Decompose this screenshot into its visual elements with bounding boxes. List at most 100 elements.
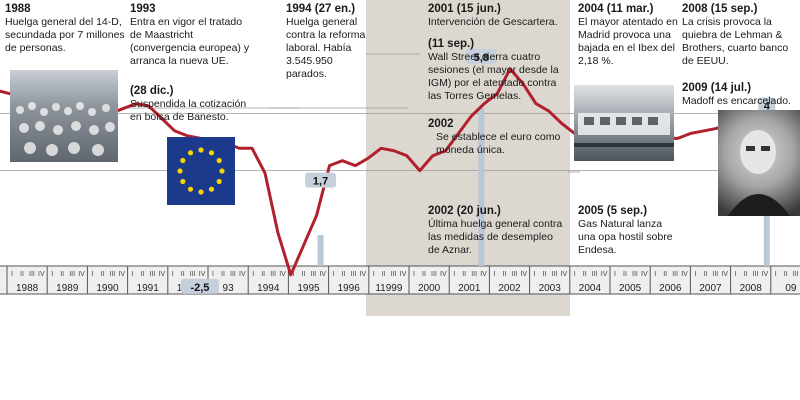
quarter-tick-label: II (141, 271, 145, 278)
quarter-tick-label: I (614, 271, 616, 278)
quarter-tick-label: IV (681, 271, 688, 278)
value-label: -2,5 (190, 282, 209, 294)
quarter-tick-label: III (552, 271, 558, 278)
quarter-tick-label: III (592, 271, 598, 278)
annotation-1994: 1994 (27 en.) Huelga general contra la r… (286, 3, 366, 81)
year-tick-label: 1988 (16, 283, 39, 294)
quarter-tick-label: II (543, 271, 547, 278)
annotation-date: 2009 (14 jul.) (682, 82, 752, 94)
value-pin (478, 108, 485, 266)
annotation-date: (11 sep.) (428, 38, 475, 50)
quarter-tick-label: III (753, 271, 759, 278)
train-icon (574, 113, 674, 147)
quarter-tick-label: III (310, 271, 316, 278)
quarter-tick-label: II (422, 271, 426, 278)
annotation-text: Última huelga general contra las medidas… (428, 218, 563, 256)
eu-star (180, 178, 186, 185)
quarter-tick-label: III (511, 271, 517, 278)
quarter-tick-label: IV (319, 271, 326, 278)
annotation-2009: 2009 (14 jul.) Madoff es encarcelado. (682, 82, 796, 108)
year-tick-label: 1989 (56, 283, 79, 294)
year-tick-label: 2001 (458, 283, 481, 294)
quarter-tick-label: I (252, 271, 254, 278)
quarter-tick-label: I (654, 271, 656, 278)
year-tick-label: 1990 (96, 283, 119, 294)
madoff-photo (718, 110, 800, 216)
value-pin (317, 235, 324, 266)
eu-flag (167, 137, 235, 205)
eu-star (198, 147, 204, 153)
quarter-tick-label: I (534, 271, 536, 278)
quarter-tick-label: IV (520, 271, 527, 278)
quarter-tick-label: III (150, 271, 156, 278)
quarter-tick-label: IV (400, 271, 407, 278)
annotation-text: Entra en vigor el tratado de Maastricht … (130, 16, 250, 67)
eu-star (187, 150, 194, 156)
annotation-2002-jun: 2002 (20 jun.) Última huelga general con… (428, 205, 566, 257)
quarter-tick-label: I (292, 271, 294, 278)
annotation-date: 1993 (130, 3, 156, 15)
quarter-tick-label: III (69, 271, 75, 278)
annotation-text: Huelga general contra la reforma laboral… (286, 16, 366, 80)
annotation-date: 2005 (5 sep.) (578, 205, 648, 217)
annotation-text: Gas Natural lanza una opa hostil sobre E… (578, 218, 673, 256)
quarter-tick-label: II (502, 271, 506, 278)
quarter-tick-label: I (493, 271, 495, 278)
annotation-date: 1988 (5, 3, 31, 15)
quarter-tick-label: III (431, 271, 437, 278)
quarter-tick-label: IV (721, 271, 728, 278)
quarter-tick-label: IV (601, 271, 608, 278)
eu-stars-icon (177, 147, 225, 195)
quarter-tick-label: II (221, 271, 225, 278)
year-tick-label: 11999 (375, 283, 403, 294)
value-label-bg (180, 278, 219, 294)
annotation-2004: 2004 (11 mar.) El mayor atentado en Madr… (578, 3, 678, 68)
annotation-date: 2002 (428, 118, 454, 130)
annotation-text: Suspendida la cotización en bolsa de Ban… (130, 98, 247, 123)
annotation-text: Madoff es encarcelado. (682, 95, 791, 107)
value-label-bg (758, 97, 776, 113)
quarter-tick-label: IV (38, 271, 45, 278)
value-label: 1,7 (313, 176, 328, 188)
quarter-tick-label: III (672, 271, 678, 278)
quarter-tick-label: II (784, 271, 788, 278)
annotation-1993-dic: (28 dic.) Suspendida la cotización en bo… (130, 85, 256, 124)
quarter-tick-label: I (373, 271, 375, 278)
quarter-tick-label: II (744, 271, 748, 278)
quarter-tick-label: II (663, 271, 667, 278)
quarter-tick-label: III (270, 271, 276, 278)
annotation-date: 2004 (11 mar.) (578, 3, 654, 15)
year-tick-label: 93 (223, 283, 235, 294)
year-tick-label: 2008 (740, 283, 763, 294)
year-tick-label: 2005 (619, 283, 642, 294)
quarter-tick-label: III (109, 271, 115, 278)
quarter-tick-label: IV (561, 271, 568, 278)
quarter-tick-label: III (190, 271, 196, 278)
quarter-tick-label: II (181, 271, 185, 278)
quarter-tick-label: I (694, 271, 696, 278)
quarter-tick-label: IV (118, 271, 125, 278)
quarter-tick-label: II (261, 271, 265, 278)
annotation-2005: 2005 (5 sep.) Gas Natural lanza una opa … (578, 205, 678, 257)
quarter-tick-label: IV (641, 271, 648, 278)
quarter-tick-label: III (793, 271, 799, 278)
quarter-tick-label: II (301, 271, 305, 278)
quarter-tick-label: II (60, 271, 64, 278)
value-label: 5,8 (474, 52, 489, 64)
annotation-2001-sep: (11 sep.) Wall Street cierra cuatro sesi… (428, 38, 566, 103)
quarter-tick-label: I (172, 271, 174, 278)
year-tick-label: 2003 (539, 283, 562, 294)
year-tick-label: 2006 (659, 283, 682, 294)
quarter-tick-label: I (453, 271, 455, 278)
annotation-1988: 1988 Huelga general del 14-D, secundada … (5, 3, 125, 55)
annotation-text: Wall Street cierra cuatro sesiones (el m… (428, 51, 559, 102)
annotation-text: Huelga general del 14-D, secundada por 7… (5, 16, 125, 54)
eu-star (180, 157, 186, 164)
portrait-icon (728, 130, 790, 216)
quarter-tick-label: IV (440, 271, 447, 278)
annotation-text: La crisis provoca la quiebra de Lehman &… (682, 16, 789, 67)
quarter-tick-label: I (574, 271, 576, 278)
year-tick-label: 2007 (699, 283, 722, 294)
quarter-tick-label: I (775, 271, 777, 278)
